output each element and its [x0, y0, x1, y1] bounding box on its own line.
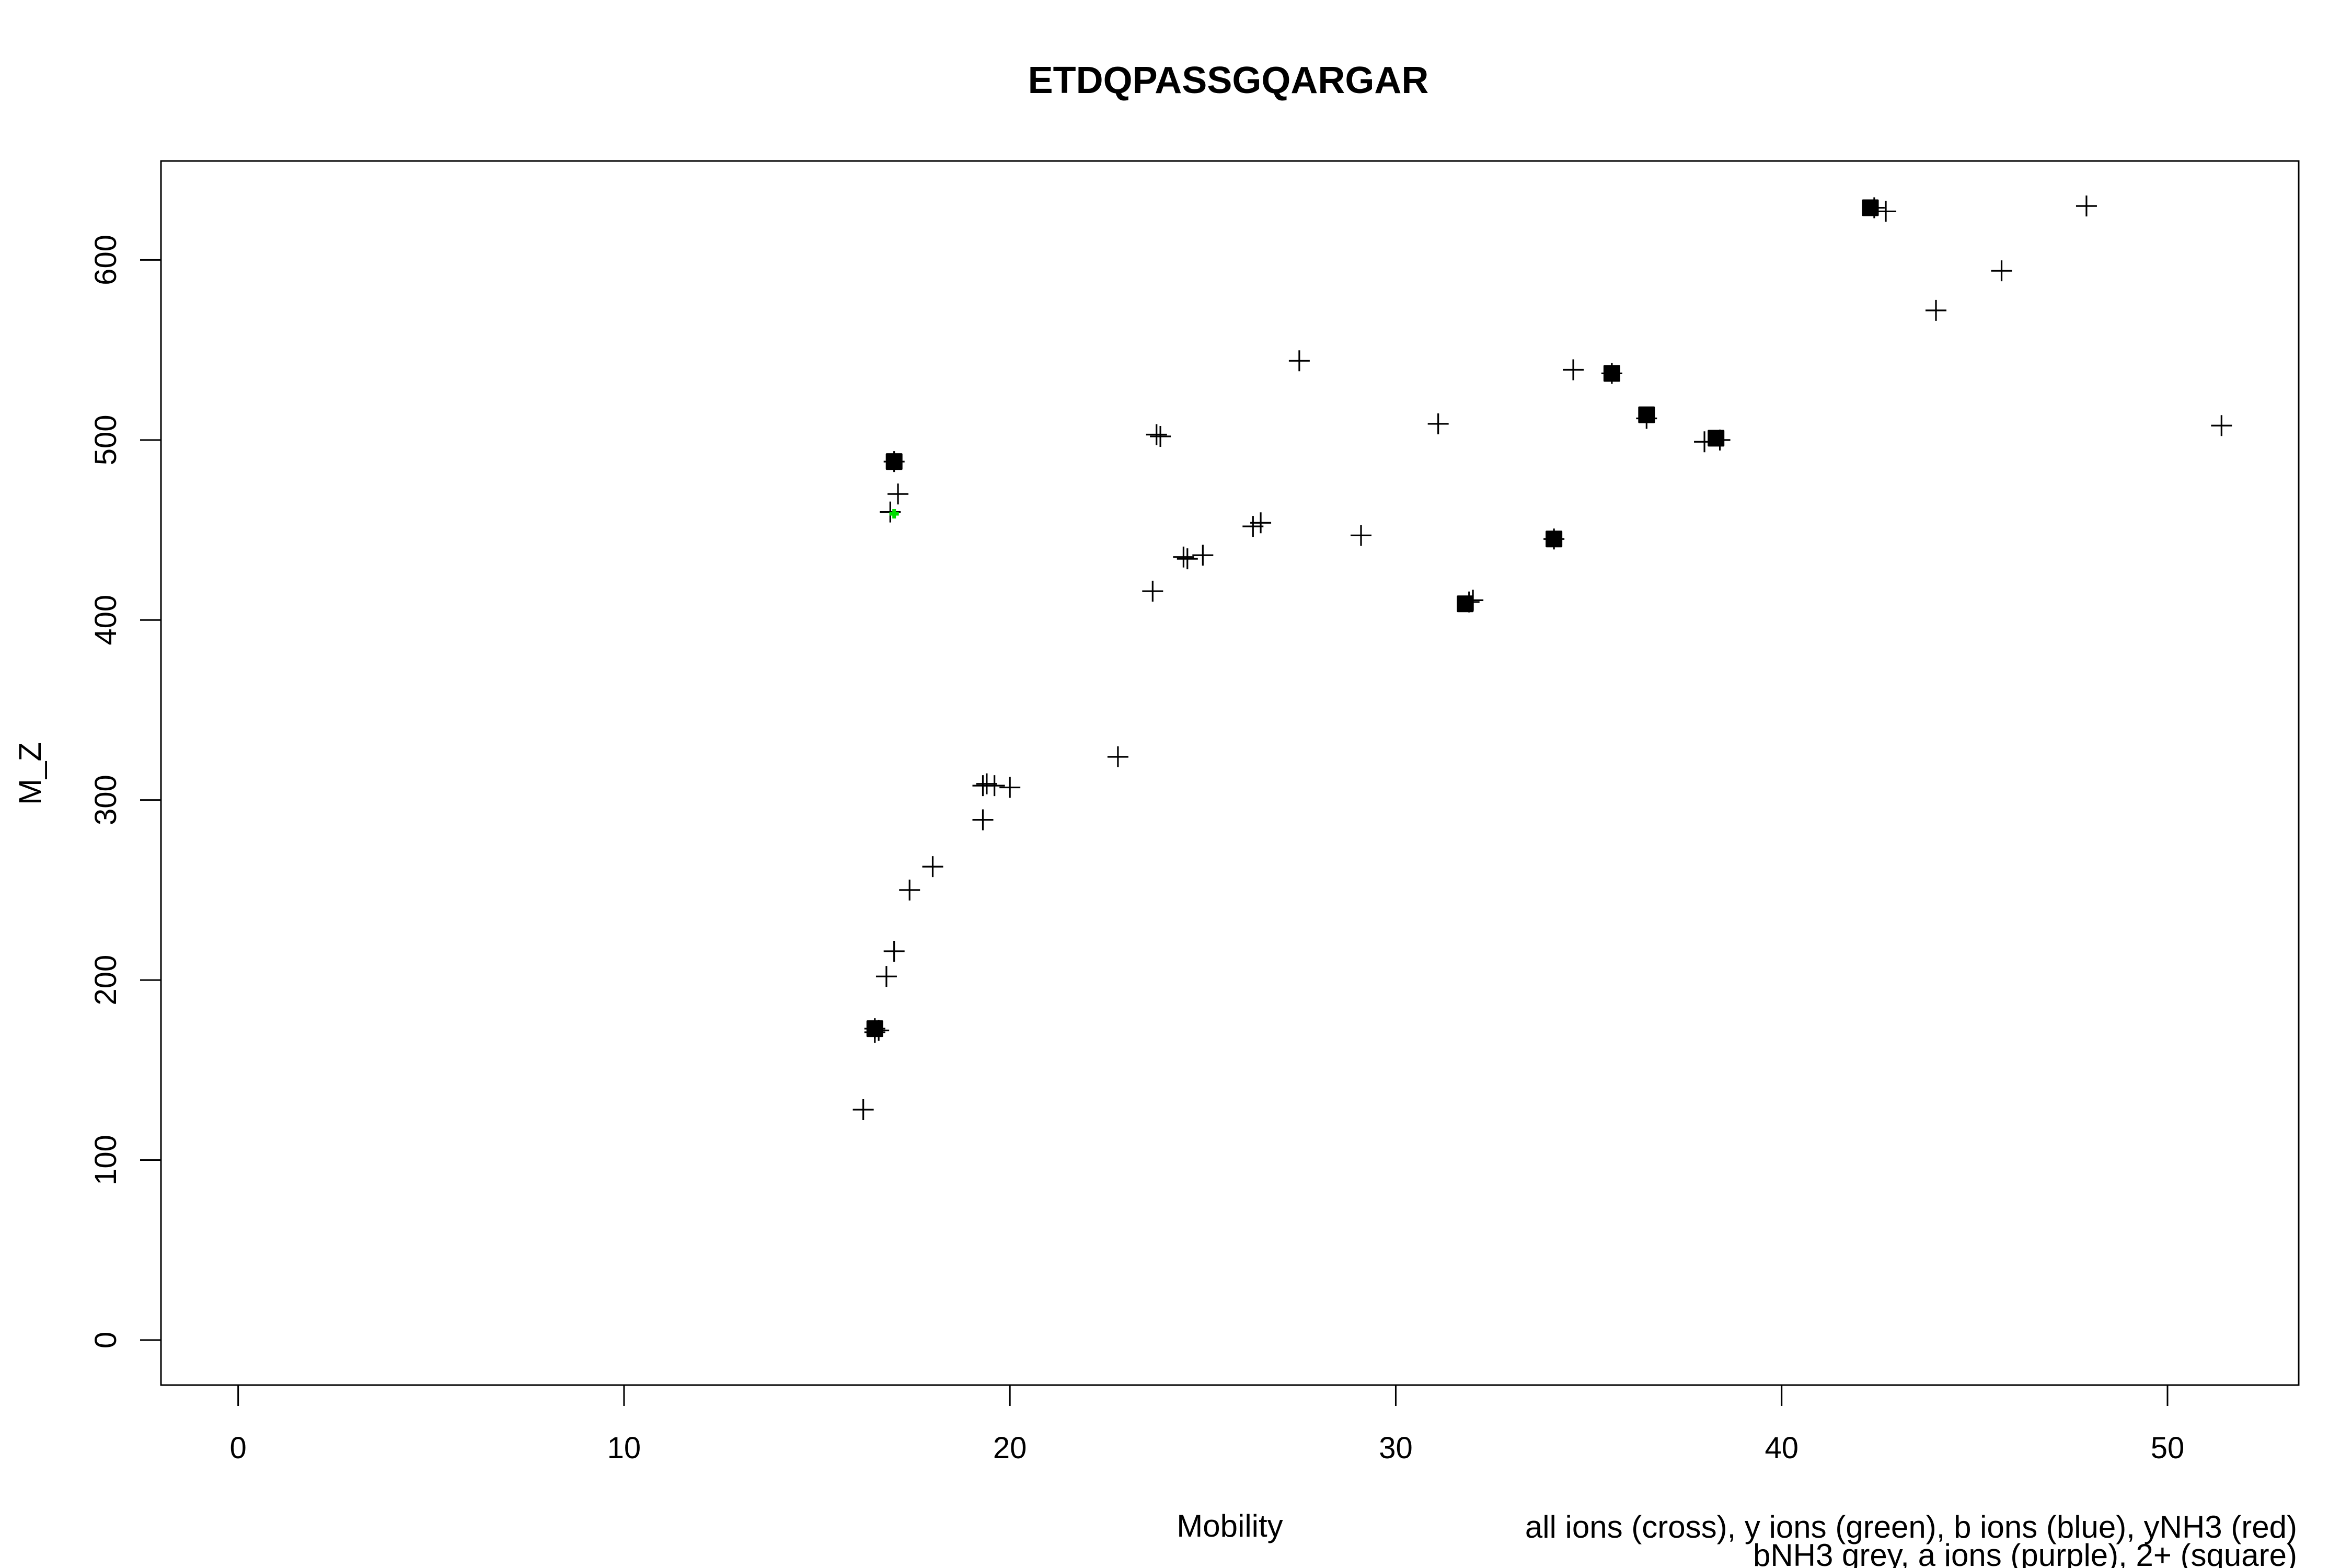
cross-point — [1142, 581, 1163, 602]
cross-point — [875, 966, 897, 987]
square-point — [1638, 406, 1655, 423]
y-tick-label: 600 — [89, 235, 123, 285]
cross-point — [887, 483, 909, 505]
cross-point — [972, 809, 994, 831]
x-tick-label: 20 — [993, 1431, 1027, 1465]
x-tick-label: 40 — [1765, 1431, 1798, 1465]
cross-point — [1288, 350, 1310, 372]
square-point — [866, 1020, 883, 1037]
y-tick-label: 0 — [89, 1332, 123, 1348]
square-point — [1603, 365, 1620, 382]
cross-point — [1926, 299, 1947, 321]
y-tick-label: 500 — [89, 414, 123, 465]
cross-point — [2211, 415, 2232, 436]
legend-note-line-1: all ions (cross), y ions (green), b ions… — [1525, 1509, 2297, 1544]
cross-point — [899, 879, 920, 901]
square-point — [1708, 430, 1725, 447]
cross-point — [999, 777, 1021, 798]
cross-point — [1250, 512, 1272, 534]
cross-point — [1563, 359, 1584, 381]
plot-frame — [160, 160, 2300, 1386]
cross-point — [1177, 548, 1198, 570]
x-tick-label: 10 — [607, 1431, 641, 1465]
cross-point — [852, 1099, 874, 1121]
square-point — [1457, 595, 1474, 613]
cross-point — [2076, 195, 2097, 217]
chart-title: ETDQPASSGQARGAR — [1028, 60, 1429, 101]
y-tick-label: 100 — [89, 1135, 123, 1185]
cross-point — [1192, 545, 1214, 566]
y-axis-label: M_Z — [13, 742, 48, 805]
x-tick-label: 0 — [230, 1431, 247, 1465]
x-axis-label: Mobility — [1177, 1508, 1283, 1543]
cross-point — [922, 856, 943, 878]
cross-point — [1173, 546, 1194, 568]
x-tick-label: 50 — [2151, 1431, 2185, 1465]
x-tick-label: 30 — [1379, 1431, 1413, 1465]
cross-point — [1150, 425, 1171, 447]
square-point — [1862, 199, 1879, 216]
legend-note-line-2: bNH3 grey, a ions (purple), 2+ (square) — [1753, 1538, 2297, 1568]
y-tick-label: 400 — [89, 595, 123, 645]
y-tick-label: 200 — [89, 955, 123, 1006]
data-points — [852, 195, 2232, 1121]
cross-point — [1875, 201, 1897, 222]
square-point — [885, 453, 903, 470]
y-ion-point — [889, 509, 899, 519]
square-point — [1546, 531, 1563, 548]
x-axis: 0 10 20 30 40 50 — [230, 1384, 2185, 1465]
y-axis: 0 100 200 300 400 500 600 — [89, 235, 162, 1348]
cross-point — [1107, 746, 1128, 767]
cross-point — [1146, 424, 1167, 445]
cross-point — [883, 940, 905, 962]
cross-point — [1991, 260, 2012, 282]
cross-point — [984, 775, 1005, 797]
y-tick-label: 300 — [89, 775, 123, 825]
cross-point — [1351, 525, 1372, 546]
cross-point — [1427, 413, 1449, 434]
